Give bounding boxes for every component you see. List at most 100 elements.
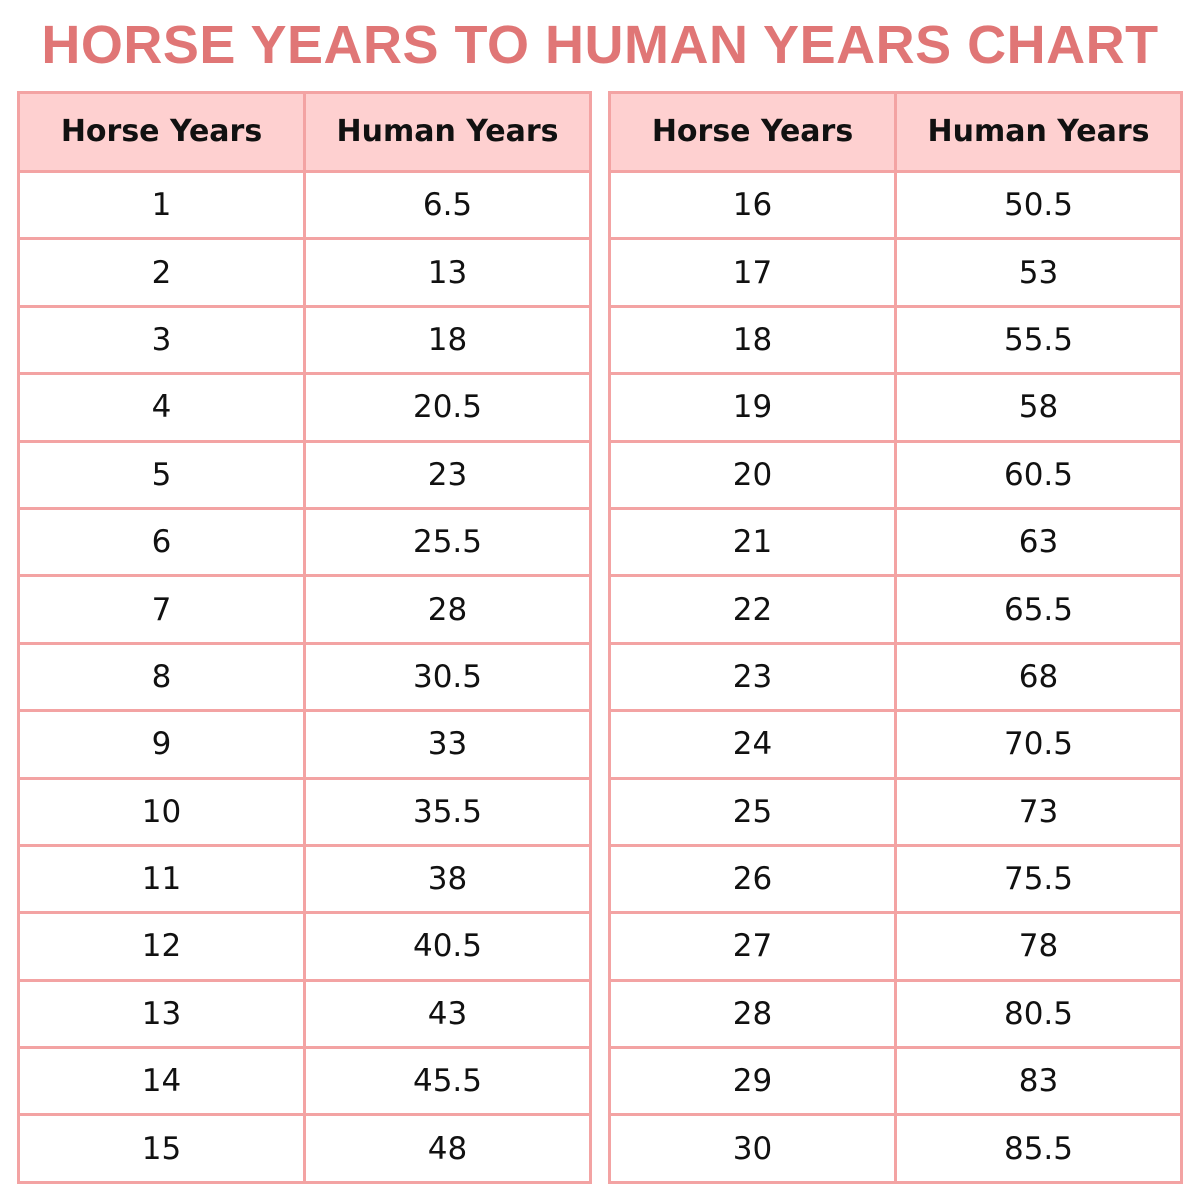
table-row: 27 78 [608,911,1183,982]
table-row: 29 83 [608,1046,1183,1117]
table-row: 19 58 [608,372,1183,443]
horse-years-cell: 21 [608,506,897,578]
horse-years-cell: 15 [17,1113,306,1184]
table-row: 24 70.5 [608,709,1183,780]
horse-years-cell: 13 [17,978,306,1050]
human-years-cell: 83 [894,1046,1183,1117]
table-row: 2 13 [17,237,592,308]
horse-years-cell: 23 [608,641,897,713]
human-years-cell: 60.5 [894,439,1183,510]
table-row: 4 20.5 [17,372,592,443]
table-row: 26 75.5 [608,843,1183,915]
table-row: 12 40.5 [17,911,592,982]
horse-years-cell: 3 [17,304,306,376]
horse-years-cell: 9 [17,709,306,780]
table-row: 13 43 [17,978,592,1050]
horse-years-cell: 6 [17,506,306,578]
table-row: 3 18 [17,304,592,376]
horse-years-cell: 2 [17,237,306,308]
horse-years-cell: 14 [17,1046,306,1117]
horse-years-cell: 26 [608,843,897,915]
table-row: 10 35.5 [17,776,592,847]
horse-years-cell: 19 [608,372,897,443]
human-years-cell: 73 [894,776,1183,847]
human-years-cell: 48 [303,1113,592,1184]
table-row: 25 73 [608,776,1183,847]
human-years-cell: 65.5 [894,574,1183,645]
horse-years-cell: 30 [608,1113,897,1184]
human-years-cell: 28 [303,574,592,645]
human-years-cell: 40.5 [303,911,592,982]
human-years-cell: 25.5 [303,506,592,578]
human-years-cell: 55.5 [894,304,1183,376]
column-header: Human Years [894,91,1183,173]
horse-years-cell: 27 [608,911,897,982]
horse-years-cell: 12 [17,911,306,982]
human-years-cell: 35.5 [303,776,592,847]
table-row: 5 23 [17,439,592,510]
header-row: Horse Years Human Years [608,91,1183,173]
human-years-cell: 6.5 [303,169,592,241]
conversion-table: Horse Years Human Years 16 50.5 17 53 18 55.5 19… [608,91,1183,1184]
page-title: HORSE YEARS TO HUMAN YEARS CHART [41,15,1159,75]
human-years-cell: 18 [303,304,592,376]
human-years-cell: 85.5 [894,1113,1183,1184]
human-years-cell: 75.5 [894,843,1183,915]
table-row: 14 45.5 [17,1046,592,1117]
human-years-cell: 38 [303,843,592,915]
horse-years-cell: 25 [608,776,897,847]
horse-years-cell: 4 [17,372,306,443]
human-years-cell: 45.5 [303,1046,592,1117]
table-row: 9 33 [17,709,592,780]
human-years-cell: 50.5 [894,169,1183,241]
table-row: 23 68 [608,641,1183,713]
human-years-cell: 63 [894,506,1183,578]
human-years-cell: 20.5 [303,372,592,443]
horse-years-cell: 20 [608,439,897,510]
conversion-table: Horse Years Human Years 1 6.5 2 13 3 18 4 20.5 5 23… [17,91,592,1184]
table-row: 1 6.5 [17,169,592,241]
table-row: 18 55.5 [608,304,1183,376]
header-row: Horse Years Human Years [17,91,592,173]
human-years-cell: 58 [894,372,1183,443]
horse-years-cell: 18 [608,304,897,376]
table-row: 17 53 [608,237,1183,308]
table-row: 6 25.5 [17,506,592,578]
human-years-cell: 43 [303,978,592,1050]
human-years-cell: 30.5 [303,641,592,713]
human-years-cell: 23 [303,439,592,510]
horse-years-cell: 17 [608,237,897,308]
table-row: 20 60.5 [608,439,1183,510]
column-header: Horse Years [608,91,897,173]
human-years-cell: 68 [894,641,1183,713]
column-header: Horse Years [17,91,306,173]
table-row: 21 63 [608,506,1183,578]
table-row: 22 65.5 [608,574,1183,645]
horse-years-cell: 24 [608,709,897,780]
table-row: 15 48 [17,1113,592,1184]
table-row: 16 50.5 [608,169,1183,241]
human-years-cell: 78 [894,911,1183,982]
human-years-cell: 33 [303,709,592,780]
horse-years-cell: 10 [17,776,306,847]
human-years-cell: 53 [894,237,1183,308]
table-row: 8 30.5 [17,641,592,713]
horse-years-cell: 8 [17,641,306,713]
human-years-cell: 80.5 [894,978,1183,1050]
horse-years-cell: 1 [17,169,306,241]
horse-years-cell: 22 [608,574,897,645]
table-row: 28 80.5 [608,978,1183,1050]
horse-years-cell: 16 [608,169,897,241]
table-row: 30 85.5 [608,1113,1183,1184]
table-row: 11 38 [17,843,592,915]
horse-years-cell: 28 [608,978,897,1050]
horse-years-cell: 5 [17,439,306,510]
horse-years-cell: 11 [17,843,306,915]
horse-years-cell: 7 [17,574,306,645]
human-years-cell: 13 [303,237,592,308]
table-row: 7 28 [17,574,592,645]
human-years-cell: 70.5 [894,709,1183,780]
horse-years-cell: 29 [608,1046,897,1117]
column-header: Human Years [303,91,592,173]
